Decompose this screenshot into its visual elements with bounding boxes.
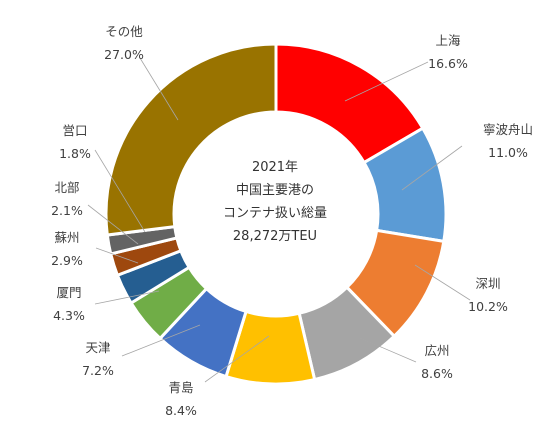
- slice-label: その他: [105, 24, 143, 39]
- donut-slice: [104, 42, 278, 237]
- leader-line: [344, 61, 429, 102]
- slice-value-label: 16.6%: [428, 56, 468, 71]
- center-label-line: 中国主要港の: [235, 183, 314, 198]
- slice-label: 北部: [54, 180, 79, 195]
- slice-label: 寧波舟山: [483, 122, 533, 137]
- center-label-line: 2021年: [251, 160, 299, 175]
- slice-label: 広州: [424, 343, 449, 358]
- slice-label: 深圳: [475, 276, 500, 291]
- slice-value-label: 10.2%: [468, 299, 508, 314]
- leader-line: [401, 145, 463, 191]
- slice-value-label: 27.0%: [104, 47, 144, 62]
- slice-value-label: 4.3%: [53, 308, 85, 323]
- slice-value-label: 7.2%: [82, 363, 114, 378]
- leader-line: [94, 290, 160, 305]
- leader-line: [204, 335, 270, 383]
- slice-label: 営口: [62, 123, 87, 138]
- leader-line: [139, 57, 179, 121]
- slice-label: 蘇州: [54, 230, 79, 245]
- slice-value-label: 8.4%: [165, 403, 197, 418]
- slice-value-label: 2.1%: [51, 203, 83, 218]
- leader-line: [414, 264, 471, 301]
- center-label: 2021年 中国主要港の コンテナ扱い総量 28,272万TEU: [190, 156, 360, 248]
- slice-value-label: 8.6%: [421, 366, 453, 381]
- slice-value-label: 11.0%: [488, 145, 528, 160]
- slice-label: 厦門: [56, 285, 81, 300]
- leader-line: [87, 204, 139, 245]
- leader-line: [94, 149, 146, 233]
- slice-value-label: 1.8%: [59, 146, 91, 161]
- slice-value-label: 2.9%: [51, 253, 83, 268]
- leader-line: [95, 247, 139, 264]
- center-label-line: コンテナ扱い総量: [222, 206, 327, 221]
- slice-label: 青島: [168, 380, 193, 395]
- center-label-line: 28,272万TEU: [232, 229, 318, 244]
- leader-line: [359, 337, 417, 363]
- slice-label: 天津: [85, 340, 110, 355]
- leader-line: [121, 324, 201, 357]
- slice-label: 上海: [435, 33, 461, 48]
